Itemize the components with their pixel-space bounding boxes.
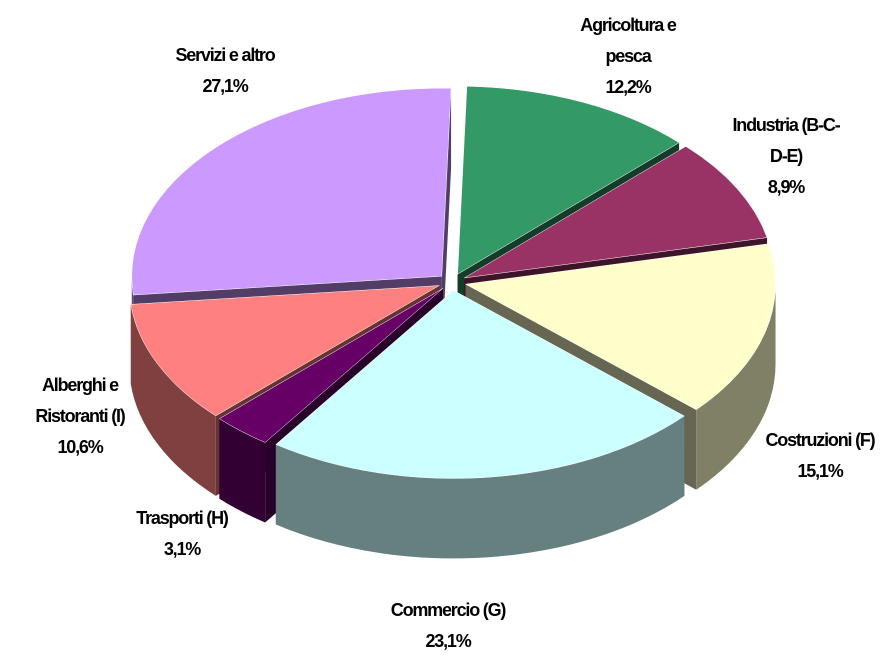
slice-side: [441, 88, 452, 357]
slice-label: Servizi e altro 27,1%: [145, 40, 305, 102]
slice-label: Commercio (G) 23,1%: [348, 595, 548, 657]
category-label: Servizi e altro: [175, 45, 275, 65]
slice-wall: [696, 284, 776, 490]
slice-label: Trasporti (H) 3,1%: [112, 503, 252, 565]
value-label: 15,1%: [797, 461, 843, 481]
value-label: 3,1%: [163, 539, 201, 559]
value-label: 23,1%: [425, 631, 471, 651]
value-label: 10,6%: [57, 437, 103, 457]
slice-wall: [219, 418, 266, 523]
slice: [275, 290, 685, 479]
value-label: 12,2%: [605, 77, 651, 97]
category-label: Alberghi e Ristoranti (I): [35, 375, 125, 426]
category-label: Agricoltura e pesca: [580, 15, 677, 66]
slice: [131, 87, 452, 296]
slice-side: [219, 288, 443, 499]
slice-label: Alberghi e Ristoranti (I) 10,6%: [10, 370, 150, 463]
slice-label: Industria (B-C-D-E) 8,9%: [731, 110, 841, 203]
slice-wall: [130, 304, 216, 496]
slice: [218, 288, 444, 443]
category-label: Industria (B-C-D-E): [732, 115, 841, 166]
value-label: 27,1%: [202, 76, 248, 96]
slice: [130, 285, 440, 417]
slice: [457, 86, 680, 275]
slice: [464, 146, 768, 279]
value-label: 8,9%: [767, 177, 805, 197]
category-label: Commercio (G): [390, 600, 507, 620]
category-label: Costruzioni (F): [765, 430, 876, 450]
slice-label: Agricoltura e pesca 12,2%: [563, 10, 693, 103]
slice-wall: [275, 416, 685, 559]
slice-label: Costruzioni (F) 15,1%: [745, 425, 893, 487]
category-label: Trasporti (H): [136, 508, 229, 528]
slice: [464, 243, 776, 411]
